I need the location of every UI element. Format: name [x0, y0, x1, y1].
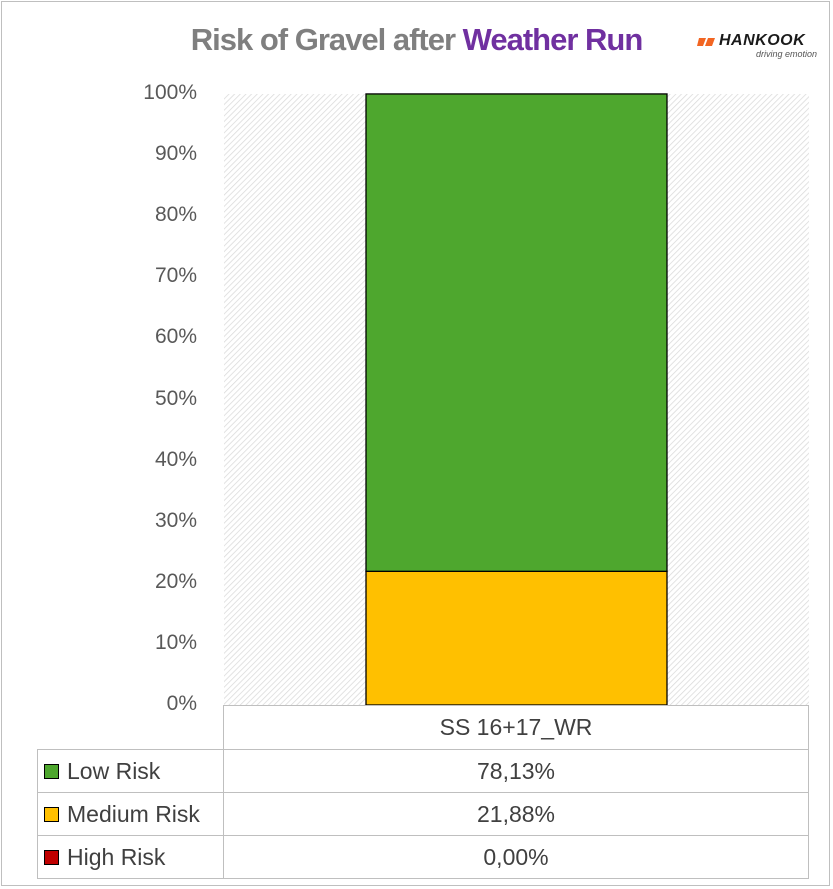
- value-high: 0,00%: [483, 843, 549, 870]
- title-part-1: Risk of Gravel after: [190, 22, 463, 57]
- bar-segment-low: [365, 93, 668, 572]
- y-tick-label: 0%: [166, 692, 197, 715]
- category-label: SS 16+17_WR: [439, 714, 593, 740]
- hankook-mark-icon: [697, 38, 715, 46]
- y-tick-label: 50%: [154, 386, 197, 410]
- y-tick-label: 20%: [154, 569, 197, 593]
- legend-label-high: High Risk: [67, 843, 166, 870]
- legend-row-medium: Medium Risk: [37, 792, 224, 836]
- title-part-2: Weather Run: [462, 22, 644, 57]
- legend-key-low: [44, 763, 59, 779]
- hankook-logo: HANKOOK driving emotion: [697, 32, 819, 62]
- chart-title: Risk of Gravel after Weather Run: [0, 22, 833, 58]
- table-value-high: 0,00%: [223, 835, 809, 879]
- logo-wordmark: HANKOOK: [719, 32, 806, 49]
- table-value-low: 78,13%: [223, 749, 809, 793]
- bar-segment-medium: [365, 570, 668, 706]
- y-tick-label: 30%: [154, 508, 197, 532]
- legend-key-medium: [44, 806, 59, 822]
- y-tick-label: 100%: [143, 81, 197, 104]
- y-tick-label: 80%: [154, 203, 197, 227]
- y-tick-label: 40%: [154, 447, 197, 471]
- legend-label-medium: Medium Risk: [67, 800, 200, 827]
- y-tick-label: 10%: [154, 630, 197, 654]
- value-low: 78,13%: [476, 757, 555, 784]
- table-category-cell: SS 16+17_WR: [223, 705, 809, 750]
- logo-tagline: driving emotion: [755, 49, 817, 59]
- legend-row-low: Low Risk: [37, 749, 224, 793]
- legend-label-low: Low Risk: [67, 757, 161, 784]
- legend-row-high: High Risk: [37, 835, 224, 879]
- y-tick-label: 70%: [154, 264, 197, 288]
- legend-key-high: [44, 849, 59, 865]
- y-tick-label: 60%: [154, 325, 197, 349]
- y-tick-label: 90%: [154, 142, 197, 166]
- table-value-medium: 21,88%: [223, 792, 809, 836]
- value-medium: 21,88%: [476, 800, 555, 827]
